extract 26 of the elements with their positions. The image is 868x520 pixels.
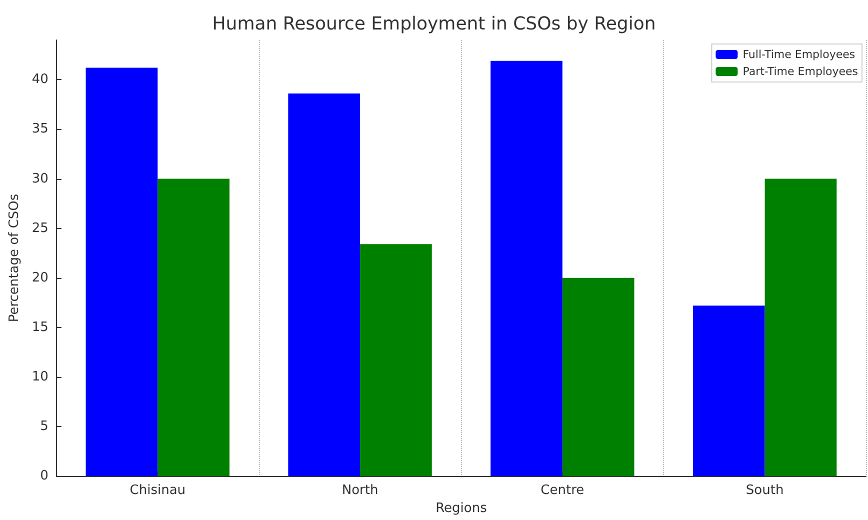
bar (86, 68, 158, 476)
y-tick-label: 15 (32, 320, 48, 335)
bar (360, 244, 432, 476)
bar (158, 178, 230, 476)
chart-title: Human Resource Employment in CSOs by Region (212, 14, 656, 34)
x-tick-label: Chisinau (130, 483, 186, 498)
y-tick-label: 40 (32, 72, 48, 88)
y-tick-label: 10 (32, 369, 48, 384)
y-axis-title: Percentage of CSOs (7, 194, 22, 322)
x-tick-label: Centre (540, 483, 584, 498)
y-tick-label: 5 (40, 419, 48, 434)
x-tick-label: South (746, 483, 784, 498)
bar (764, 178, 837, 476)
y-tick-label: 25 (32, 220, 48, 236)
y-tick-label: 30 (32, 171, 48, 186)
y-tick-label: 0 (40, 468, 48, 484)
bar (490, 60, 562, 476)
x-tick-label: North (342, 483, 378, 498)
y-tick-label: 35 (32, 122, 48, 137)
legend-label: Part-Time Employees (742, 65, 858, 78)
y-tick-label: 20 (32, 270, 48, 286)
bar (692, 306, 765, 476)
bar (288, 94, 360, 476)
legend-label: Full-Time Employees (742, 48, 856, 61)
bar (562, 278, 634, 476)
x-axis-title: Regions (436, 501, 488, 516)
